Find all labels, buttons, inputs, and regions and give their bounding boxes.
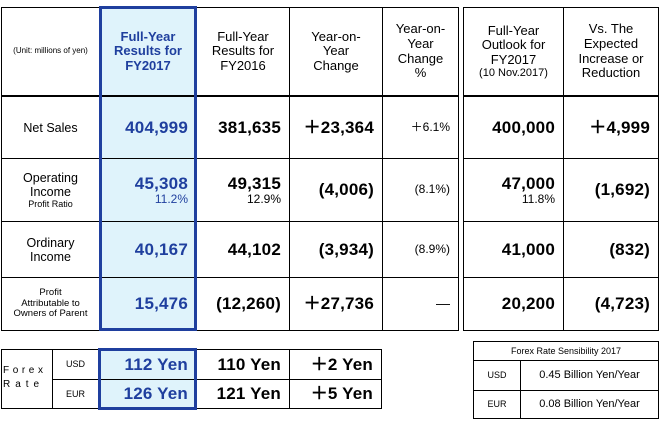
unit-note: (Unit: millions of yen) — [13, 46, 88, 56]
sensitivity-title: Forex Rate Sensibility 2017 — [510, 345, 622, 356]
forex-fy2017-frame — [98, 348, 197, 410]
operating-income-fy2017-ratio: 11.2% — [154, 191, 188, 206]
sensitivity-eur-code: EUR — [487, 399, 507, 410]
forex-usd-code: USD — [65, 359, 85, 370]
operating-income-yoy-pct: (8.1%) — [414, 182, 450, 197]
col-header-fy2016: Full-Year Results for FY2016 — [211, 28, 275, 73]
operating-income-fy2016: 49,315 12.9% — [227, 173, 281, 206]
operating-income-fy2016-ratio: 12.9% — [246, 191, 281, 206]
col-header-outlook: Full-Year Outlook for FY2017 (10 Nov.201… — [479, 22, 548, 80]
ordinary-income-vs: (832) — [609, 239, 650, 259]
forex-eur-fy2016: 121 Yen — [216, 384, 281, 404]
forex-usd-fy2016: 110 Yen — [217, 354, 281, 374]
profit-parent-yoy-pct: ― — [436, 295, 450, 312]
operating-income-outlook-ratio: 11.8% — [521, 191, 555, 206]
col-header-fy2017: Full-Year Results for FY2017 — [114, 28, 182, 73]
forex-usd-fy2017: 112 Yen — [124, 354, 188, 374]
profit-parent-fy2016: (12,260) — [216, 294, 281, 314]
operating-income-vs: (1,692) — [594, 180, 650, 200]
row-label-ordinary-income: Ordinary Income — [26, 235, 75, 264]
ordinary-income-fy2017: 40,167 — [134, 239, 188, 259]
row-label-net-sales: Net Sales — [23, 120, 78, 135]
net-sales-outlook: 400,000 — [492, 117, 555, 137]
col-header-yoy-pct: Year-on- Year Change % — [395, 21, 446, 81]
net-sales-fy2017: 404,999 — [125, 117, 188, 137]
row-label-profit-parent: Profit Attributable to Owners of Parent — [13, 287, 88, 320]
profit-parent-yoy: ＋27,736 — [303, 294, 374, 314]
net-sales-vs: ＋4,999 — [589, 117, 650, 137]
net-sales-yoy: ＋23,364 — [303, 117, 374, 137]
forex-eur-code: EUR — [65, 388, 85, 399]
fy2017-frame — [99, 6, 197, 331]
operating-income-yoy: (4,006) — [318, 180, 374, 200]
forex-eur-change: ＋5 Yen — [310, 384, 373, 404]
profit-parent-outlook: 20,200 — [501, 294, 555, 314]
ordinary-income-fy2016: 44,102 — [227, 239, 281, 259]
fy2017-highlight — [100, 7, 196, 330]
profit-parent-fy2017: 15,476 — [134, 294, 188, 314]
sensitivity-usd-code: USD — [487, 370, 507, 381]
sensitivity-eur-value: 0.08 Billion Yen/Year — [539, 398, 640, 411]
net-sales-yoy-pct: ＋6.1% — [410, 119, 450, 134]
col-header-vs-expected: Vs. The Expected Increase or Reduction — [578, 21, 644, 81]
forex-rate-label: F o r e x R a t e — [3, 365, 43, 390]
operating-income-fy2017: 45,308 11.2% — [134, 173, 188, 206]
forex-eur-fy2017: 126 Yen — [123, 384, 188, 404]
ordinary-income-yoy-pct: (8.9%) — [414, 241, 450, 256]
operating-income-outlook: 47,000 11.8% — [501, 173, 555, 206]
forex-usd-change: ＋2 Yen — [310, 354, 373, 374]
net-sales-fy2016: 381,635 — [218, 117, 281, 137]
profit-parent-vs: (4,723) — [594, 294, 650, 314]
col-header-yoy: Year-on- Year Change — [311, 28, 361, 73]
sensitivity-usd-value: 0.45 Billion Yen/Year — [539, 369, 640, 382]
row-label-operating-income: Operating Income Profit Ratio — [23, 170, 78, 209]
ordinary-income-outlook: 41,000 — [501, 239, 555, 259]
ordinary-income-yoy: (3,934) — [318, 239, 374, 259]
